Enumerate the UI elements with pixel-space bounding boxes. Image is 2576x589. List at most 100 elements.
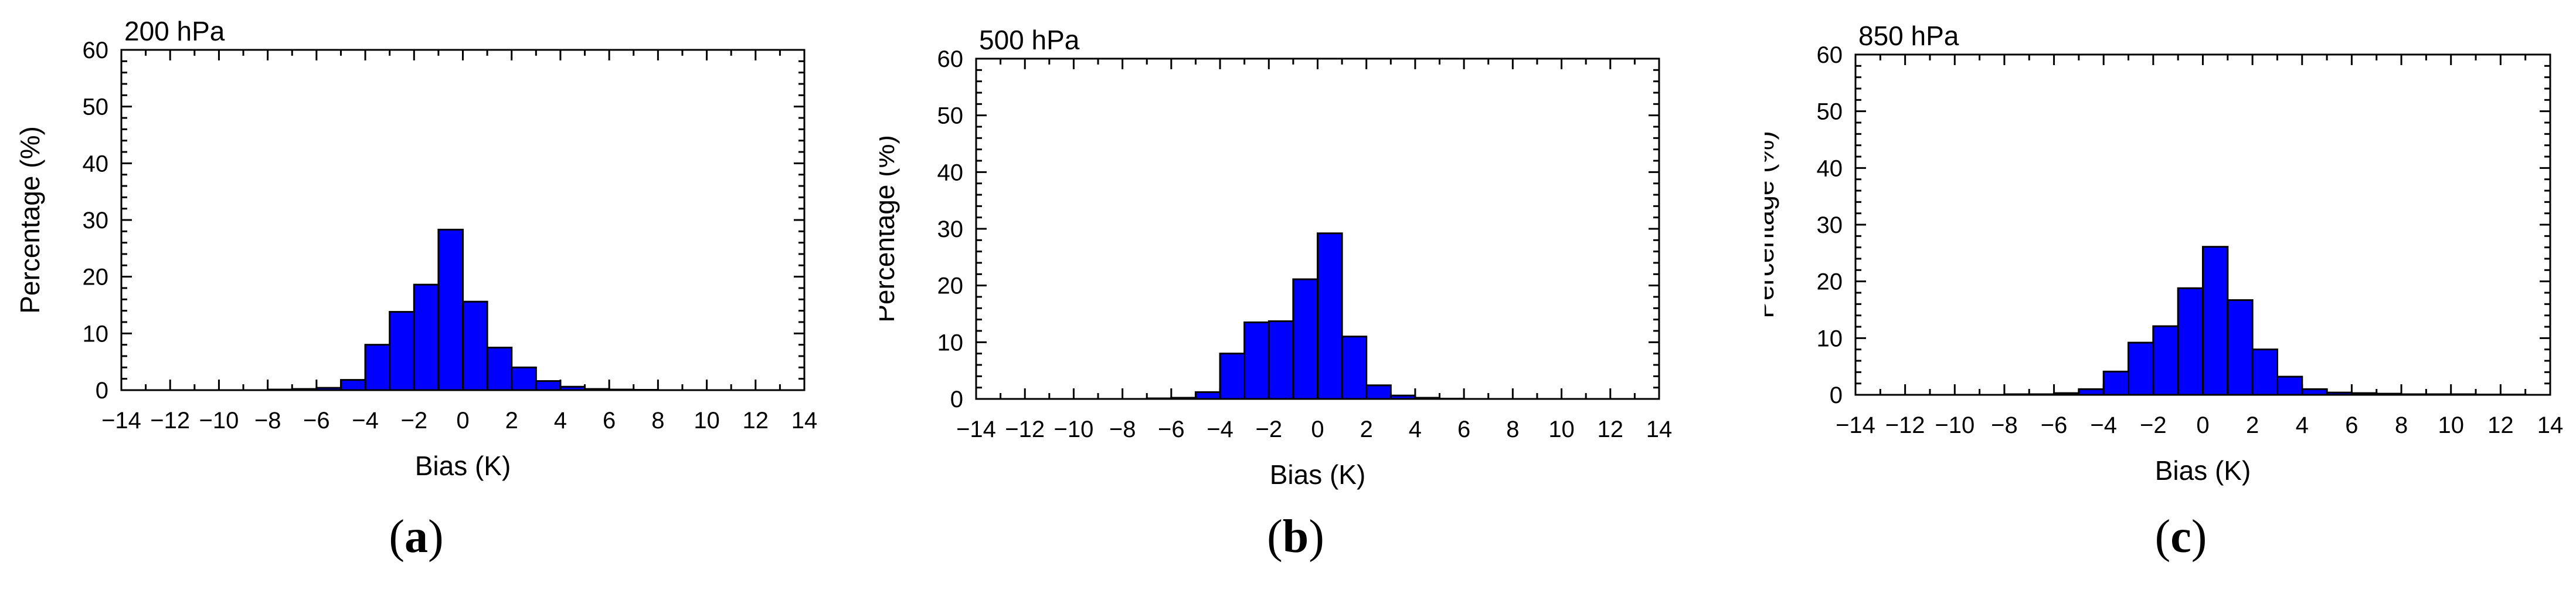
x-tick-label: −2 <box>1255 417 1282 442</box>
y-tick-label: 20 <box>937 273 964 299</box>
histogram-bar <box>2251 348 2278 396</box>
y-axis-label: Percentage (%) <box>879 135 900 323</box>
x-tick-label: 6 <box>2345 412 2358 438</box>
x-tick-label: −14 <box>1836 412 1875 438</box>
histogram-bar <box>462 300 488 391</box>
x-tick-label: −2 <box>2140 412 2167 438</box>
x-tick-label: 8 <box>1506 417 1519 442</box>
x-tick-label: −14 <box>101 408 141 434</box>
x-tick-label: 2 <box>505 408 518 434</box>
x-tick-label: 6 <box>603 408 616 434</box>
x-tick-label: −4 <box>1207 417 1233 442</box>
histogram-bar <box>1365 384 1392 400</box>
y-tick-label: 30 <box>1817 212 1843 238</box>
y-axis-label: Percentage (%) <box>15 126 45 314</box>
histogram-bar <box>437 228 464 391</box>
histogram-bar <box>364 344 391 391</box>
x-tick-label: 0 <box>456 408 469 434</box>
y-tick-label: 10 <box>1817 326 1843 351</box>
x-tick-label: 10 <box>1548 417 1575 442</box>
x-tick-label: −12 <box>1885 412 1925 438</box>
histogram-bar <box>486 347 513 391</box>
y-tick-label: 60 <box>937 46 964 72</box>
y-tick-label: 40 <box>1817 155 1843 181</box>
x-tick-label: 14 <box>2537 412 2564 438</box>
x-tick-label: 10 <box>2438 412 2464 438</box>
histogram-bar <box>1267 320 1294 400</box>
histogram-bar <box>2276 375 2303 396</box>
x-tick-label: 14 <box>1646 417 1673 442</box>
x-tick-label: −8 <box>1991 412 2018 438</box>
x-tick-label: 0 <box>2196 412 2209 438</box>
y-tick-label: 0 <box>950 387 963 412</box>
chart-title: 850 hPa <box>1858 21 1959 51</box>
x-tick-label: −10 <box>1053 417 1093 442</box>
x-tick-label: −6 <box>1158 417 1185 442</box>
histogram-200hpa: −14 −12 −10 −8 −6 −4 −2 0 2 4 6 8 10 12 14 0 10 20 30 40 50 6… <box>15 16 818 481</box>
histogram-bar <box>1341 336 1368 400</box>
histogram-bar <box>535 380 562 391</box>
histogram-bar <box>2227 299 2254 396</box>
x-tick-label: −6 <box>303 408 330 434</box>
x-tick-label: −14 <box>956 417 996 442</box>
histogram-bar <box>389 311 415 391</box>
y-tick-label: 20 <box>83 265 109 290</box>
y-axis-label: Percentage (%) <box>1765 131 1779 319</box>
x-tick-label: 8 <box>2395 412 2408 438</box>
histogram-bar <box>1243 321 1270 400</box>
panel-b: −14 −12 −10 −8 −6 −4 −2 0 2 4 6 8 10 12 14 0 10 20 30 40 50 6… <box>869 0 1700 589</box>
y-tick-label: 10 <box>937 330 964 356</box>
x-axis-label: Bias (K) <box>415 451 511 481</box>
x-axis-label: Bias (K) <box>2155 455 2251 486</box>
panel-label-a: (a) <box>389 511 444 563</box>
panel-label-c: (c) <box>2154 511 2207 563</box>
x-tick-label: 4 <box>1409 417 1422 442</box>
x-tick-label: 10 <box>694 408 720 434</box>
histogram-bar <box>1194 391 1221 400</box>
x-tick-label: 4 <box>2296 412 2309 438</box>
histogram-bar <box>2152 325 2179 396</box>
x-tick-label: 4 <box>554 408 567 434</box>
y-tick-label: 0 <box>1830 382 1843 408</box>
histogram-500hpa: −14 −12 −10 −8 −6 −4 −2 0 2 4 6 8 10 12 14 0 10 20 30 40 50 6… <box>869 25 1673 490</box>
histogram-bar <box>511 366 537 391</box>
histogram-bar <box>1317 232 1343 400</box>
histogram-850hpa: −14 −12 −10 −8 −6 −4 −2 0 2 4 6 8 10 12 14 0 10 20 30 40 50 6… <box>1749 21 2564 486</box>
histogram-bar <box>2128 341 2154 396</box>
x-tick-label: −6 <box>2041 412 2068 438</box>
y-tick-label: 20 <box>1817 269 1843 295</box>
y-tick-label: 0 <box>96 378 108 404</box>
y-tick-label: 40 <box>937 160 964 185</box>
x-tick-label: 12 <box>743 408 769 434</box>
panel-c: −14 −12 −10 −8 −6 −4 −2 0 2 4 6 8 10 12 14 0 10 20 30 40 50 6… <box>1749 0 2576 589</box>
y-tick-label: 30 <box>83 208 109 233</box>
y-tick-label: 40 <box>83 151 109 177</box>
histogram-bar <box>339 379 366 391</box>
panel-label-b: (b) <box>1267 511 1324 563</box>
x-tick-label: −8 <box>1109 417 1136 442</box>
chart-title: 500 hPa <box>979 25 1080 55</box>
y-tick-label: 60 <box>1817 42 1843 68</box>
y-tick-label: 50 <box>937 103 964 129</box>
x-tick-label: −12 <box>150 408 190 434</box>
y-tick-label: 50 <box>83 94 109 120</box>
x-tick-label: 12 <box>2487 412 2514 438</box>
x-tick-label: −8 <box>254 408 281 434</box>
chart-title: 200 hPa <box>124 16 225 46</box>
histogram-bar <box>1292 278 1319 400</box>
x-tick-label: −2 <box>400 408 427 434</box>
x-tick-label: −4 <box>2090 412 2117 438</box>
y-tick-label: 60 <box>83 38 109 63</box>
x-tick-label: −4 <box>352 408 379 434</box>
x-tick-label: 0 <box>1311 417 1324 442</box>
x-tick-label: −12 <box>1005 417 1045 442</box>
histogram-bar <box>413 283 440 391</box>
y-tick-label: 10 <box>83 321 109 347</box>
x-tick-label: 14 <box>791 408 818 434</box>
x-tick-label: 2 <box>1360 417 1373 442</box>
x-tick-label: 2 <box>2246 412 2259 438</box>
x-tick-label: 12 <box>1598 417 1624 442</box>
y-tick-label: 50 <box>1817 99 1843 125</box>
y-tick-label: 30 <box>937 216 964 242</box>
